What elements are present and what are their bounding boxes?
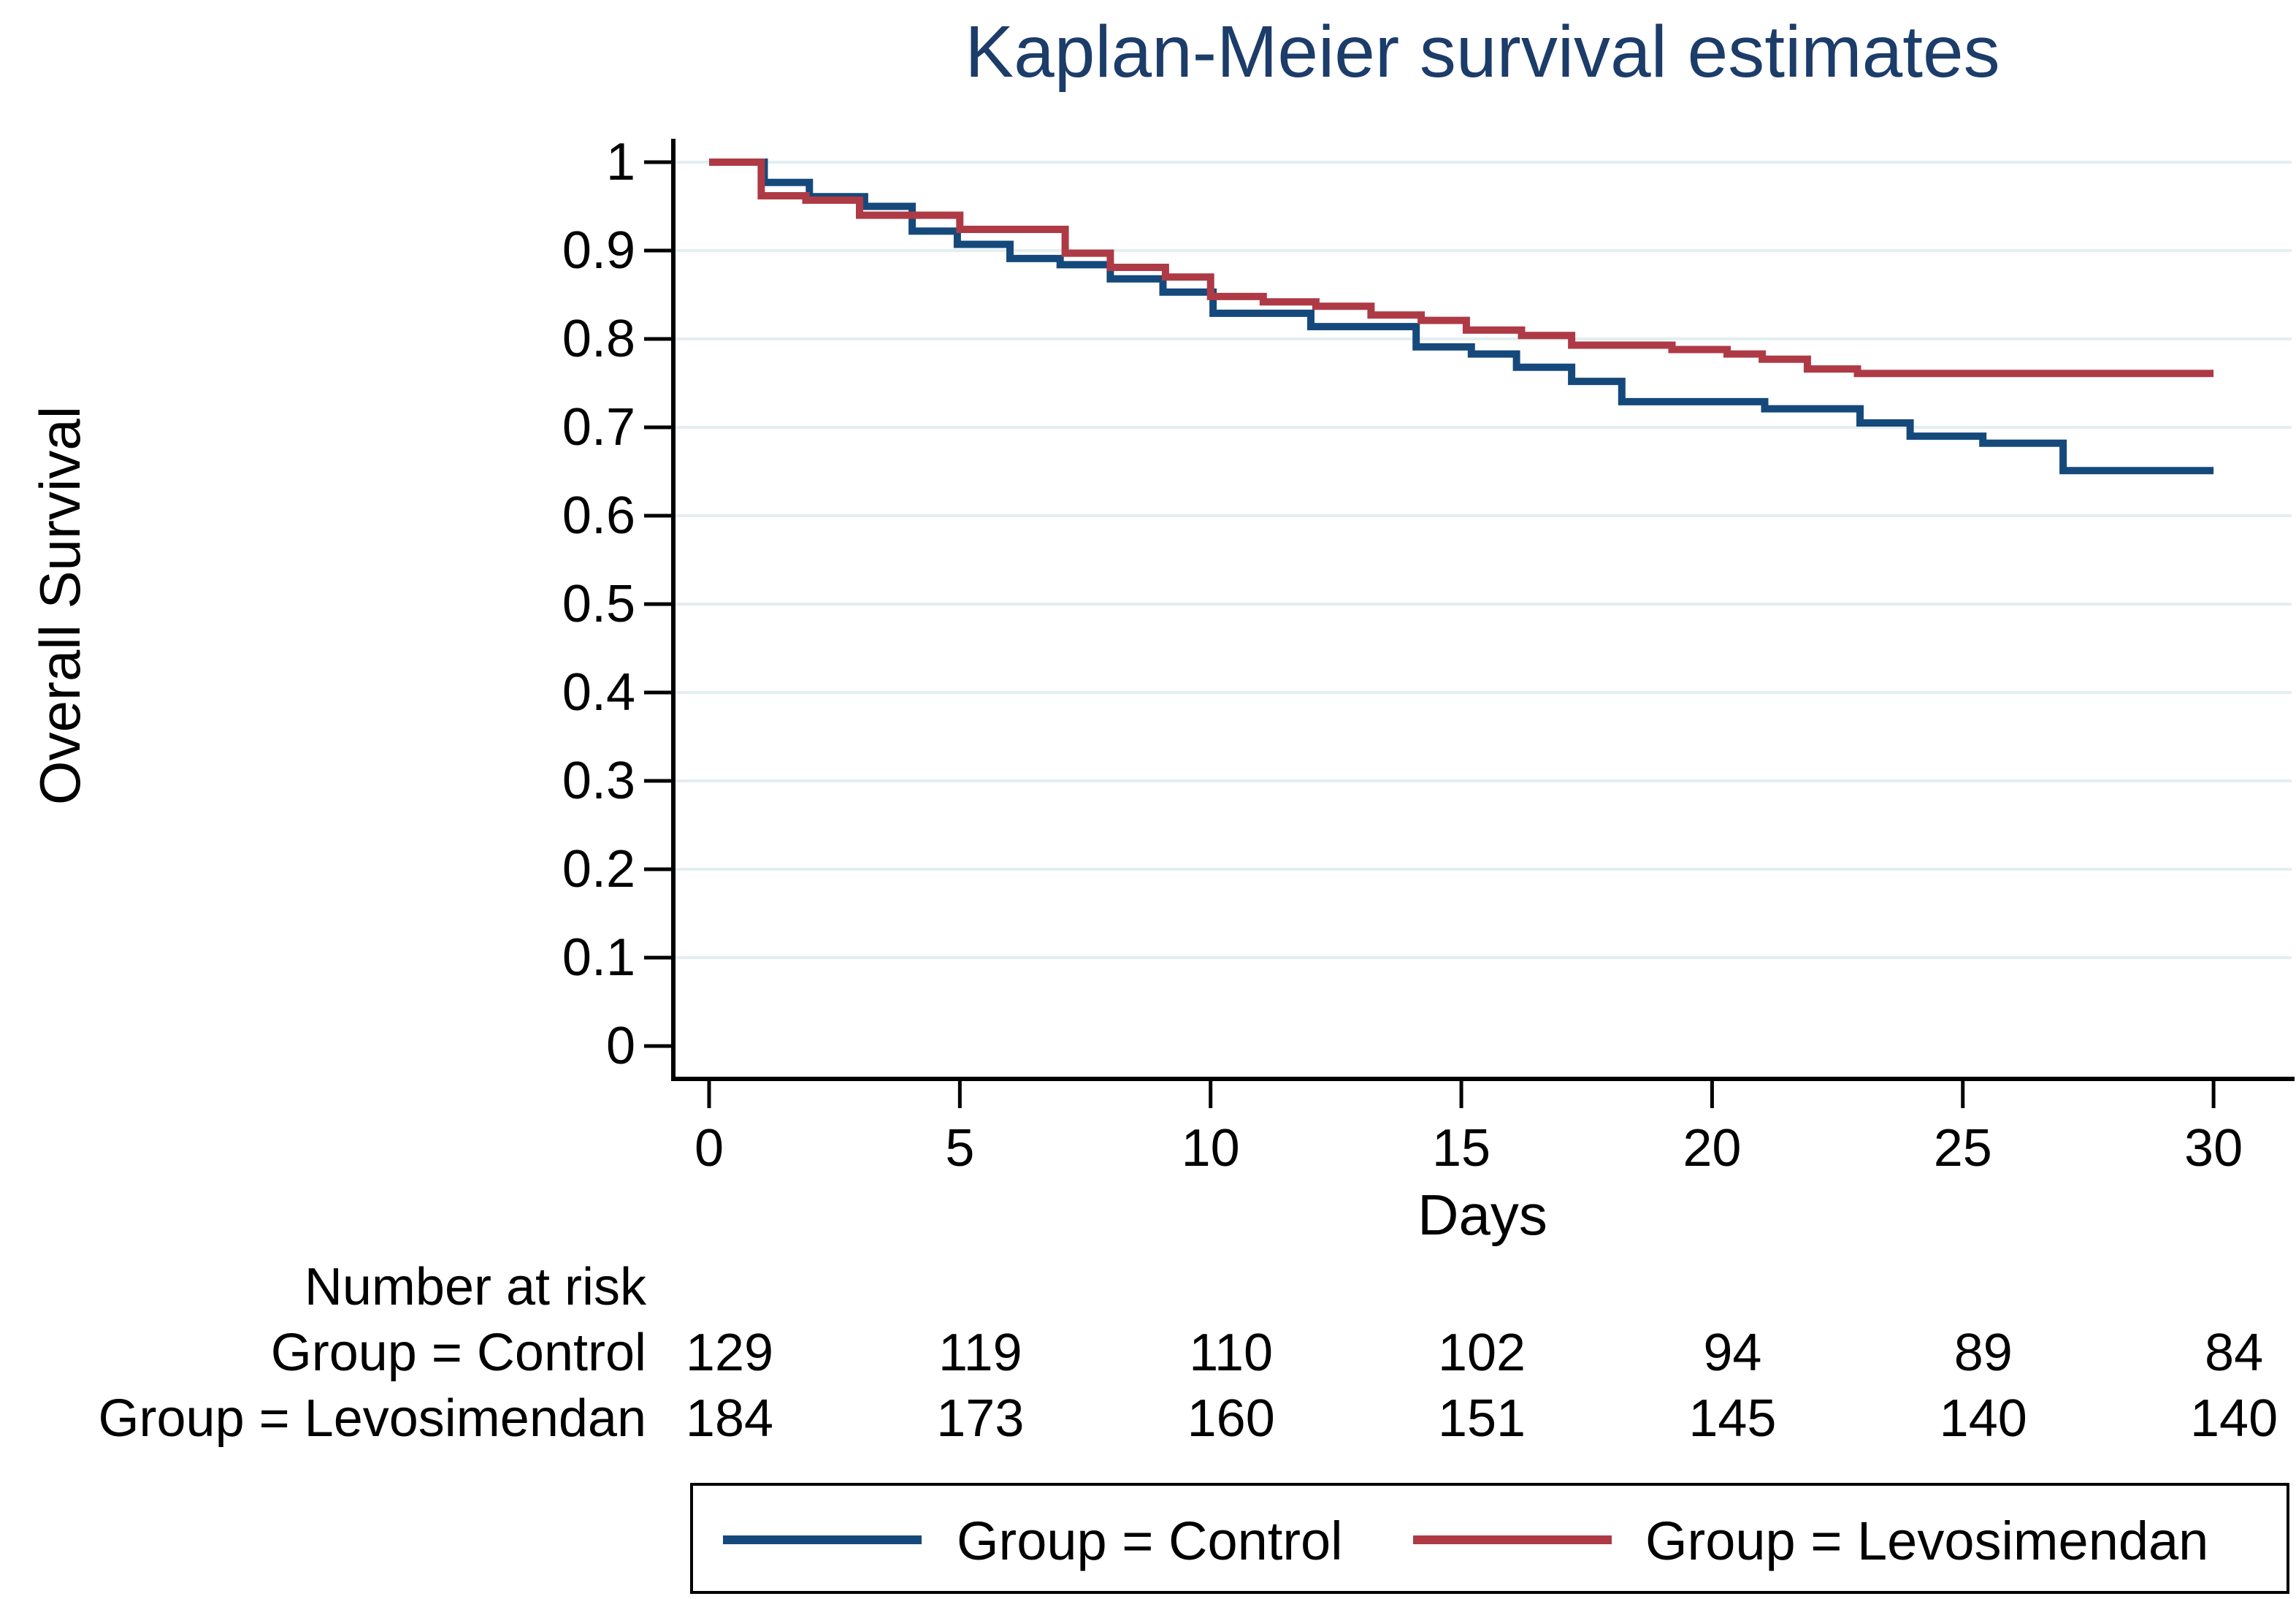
x-axis-label: Days [1417, 1183, 1547, 1247]
risk-count: 94 [1703, 1324, 1762, 1382]
risk-row-label: Group = Control [270, 1324, 646, 1382]
tick-marks [644, 160, 2216, 1108]
risk-count: 119 [938, 1324, 1022, 1382]
y-tick-label: 0.9 [562, 221, 635, 280]
risk-table-heading: Number at risk [304, 1258, 646, 1316]
risk-row-label: Group = Levosimendan [98, 1389, 646, 1448]
y-tick-label: 0.3 [562, 752, 635, 810]
y-tick-label: 0.1 [562, 928, 635, 987]
legend-swatch-levosimendan [1413, 1535, 1612, 1544]
risk-count: 102 [1437, 1324, 1526, 1382]
x-tick-label: 30 [2184, 1119, 2243, 1178]
x-tick-label: 25 [1933, 1119, 1992, 1178]
legend-swatch-control [723, 1535, 922, 1544]
y-tick-label: 0.5 [562, 575, 635, 633]
x-tick-label: 10 [1181, 1119, 1240, 1178]
risk-count: 173 [936, 1389, 1025, 1448]
risk-count: 110 [1189, 1324, 1274, 1382]
gridlines [676, 161, 2292, 959]
km-curve-control [709, 159, 2214, 475]
y-tick-label: 0 [605, 1017, 635, 1075]
y-tick-label: 1 [605, 133, 635, 191]
risk-count: 151 [1437, 1389, 1526, 1448]
risk-count: 84 [2205, 1324, 2264, 1382]
x-tick-label: 0 [694, 1119, 724, 1178]
y-tick-label: 0.8 [562, 310, 635, 368]
y-tick-label: 0.7 [562, 398, 635, 457]
y-tick-label: 0.2 [562, 840, 635, 898]
legend-label: Group = Levosimendan [1645, 1511, 2209, 1571]
km-curve-levosimendan [709, 159, 2214, 378]
page-title: Kaplan-Meier survival estimates [965, 11, 2000, 93]
y-axis-label: Overall Survival [28, 405, 92, 806]
risk-count: 145 [1688, 1389, 1777, 1448]
risk-count: 140 [1939, 1389, 2027, 1448]
x-tick-label: 5 [945, 1119, 975, 1178]
x-tick-label: 15 [1432, 1119, 1491, 1178]
y-tick-label: 0.4 [562, 663, 635, 722]
y-tick-label: 0.6 [562, 486, 635, 545]
legend-label: Group = Control [957, 1511, 1343, 1571]
risk-count: 89 [1953, 1324, 2013, 1382]
risk-count: 160 [1187, 1389, 1275, 1448]
risk-count: 140 [2190, 1389, 2278, 1448]
risk-count: 184 [685, 1389, 774, 1448]
x-tick-label: 20 [1683, 1119, 1742, 1178]
risk-count: 129 [685, 1324, 774, 1382]
